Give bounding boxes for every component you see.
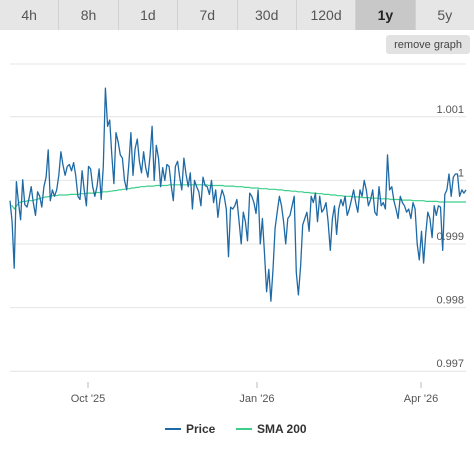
legend: Price SMA 200 bbox=[165, 422, 307, 436]
time-range-selector: 4h 8h 1d 7d 30d 120d 1y 5y bbox=[0, 0, 474, 30]
legend-item-sma-200[interactable]: SMA 200 bbox=[236, 422, 307, 436]
sma-200-line bbox=[10, 184, 466, 210]
y-tick-label: 0.997 bbox=[436, 358, 464, 370]
grid-lines bbox=[10, 63, 466, 372]
range-button-30d[interactable]: 30d bbox=[237, 0, 297, 30]
price-line bbox=[9, 87, 467, 302]
legend-label: Price bbox=[186, 422, 216, 436]
y-tick-label: 0.998 bbox=[436, 295, 464, 307]
range-button-8h[interactable]: 8h bbox=[59, 0, 119, 30]
range-button-7d[interactable]: 7d bbox=[178, 0, 238, 30]
remove-graph-button[interactable]: remove graph bbox=[386, 35, 470, 54]
x-axis-ticks: Oct '25 Jan '26 Apr '26 bbox=[71, 382, 439, 405]
legend-label: SMA 200 bbox=[257, 422, 307, 436]
range-button-120d[interactable]: 120d bbox=[296, 0, 357, 30]
y-tick-label: 0.999 bbox=[436, 231, 464, 243]
y-axis-ticks: 1.001 1 0.999 0.998 0.997 bbox=[436, 104, 464, 370]
range-button-4h[interactable]: 4h bbox=[0, 0, 60, 30]
range-button-5y[interactable]: 5y bbox=[415, 0, 474, 30]
x-tick-label: Oct '25 bbox=[71, 393, 106, 405]
series-lines bbox=[9, 87, 467, 302]
legend-item-price[interactable]: Price bbox=[165, 422, 216, 436]
range-button-1d[interactable]: 1d bbox=[118, 0, 179, 30]
x-tick-label: Apr '26 bbox=[404, 393, 439, 405]
y-tick-label: 1.001 bbox=[436, 104, 464, 116]
x-tick-label: Jan '26 bbox=[239, 393, 274, 405]
range-button-1y[interactable]: 1y bbox=[356, 0, 416, 30]
y-tick-label: 1 bbox=[458, 167, 464, 179]
